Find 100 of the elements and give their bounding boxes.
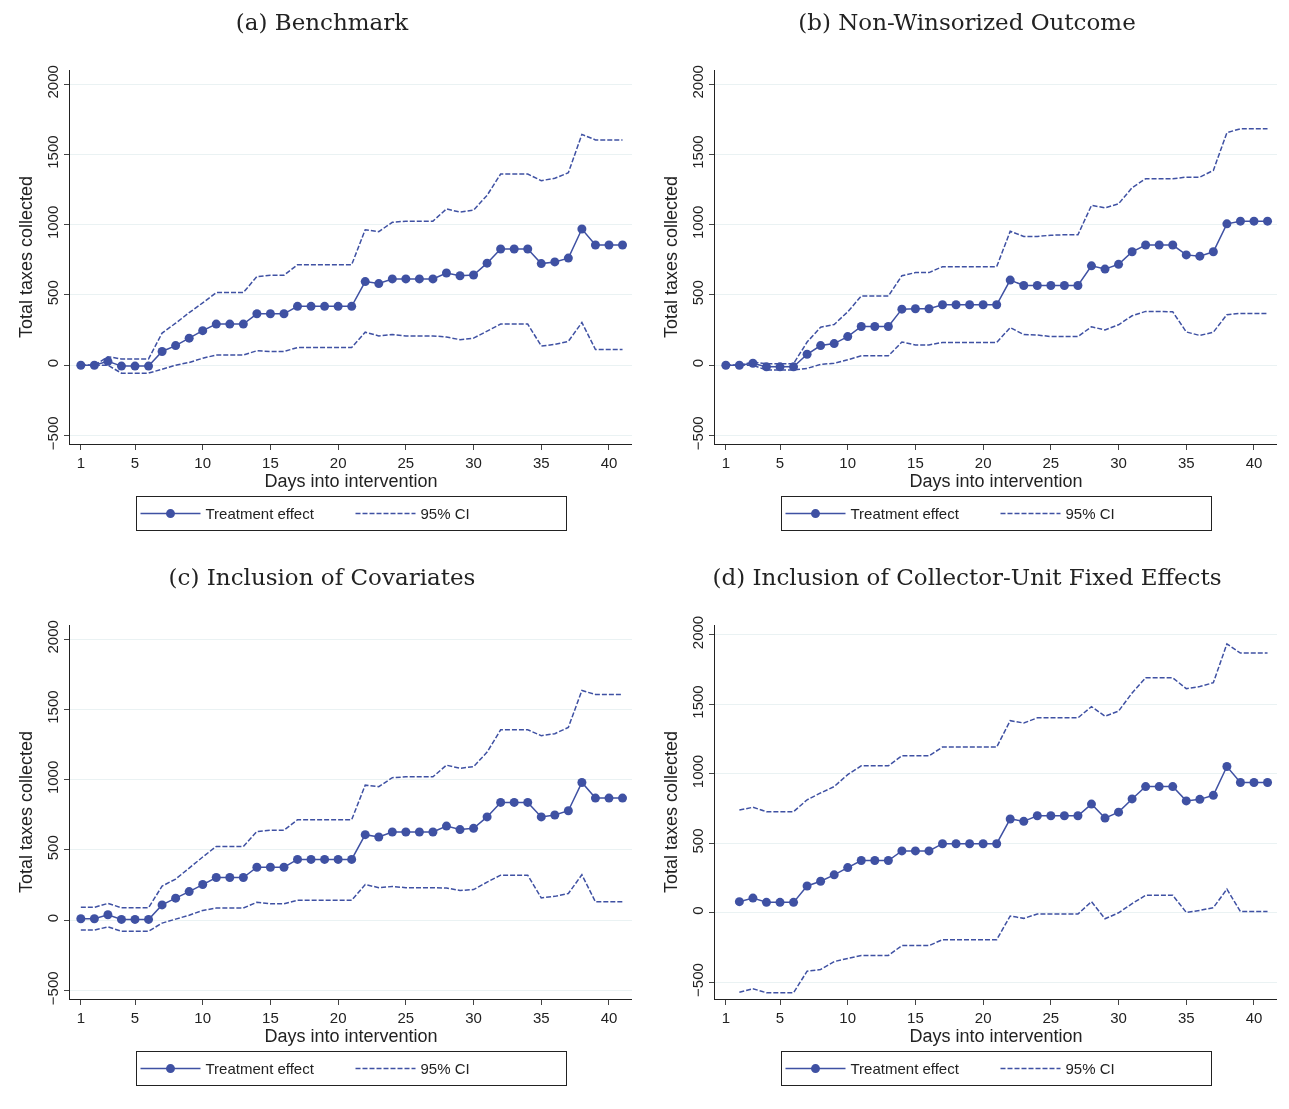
legend-label: 95% CI xyxy=(1065,505,1115,523)
point xyxy=(1032,811,1042,821)
point xyxy=(604,240,614,250)
point xyxy=(387,274,397,284)
point xyxy=(1046,811,1056,821)
point xyxy=(1059,281,1069,291)
point xyxy=(992,300,1002,310)
point xyxy=(496,797,506,807)
legend-label: Treatment effect xyxy=(205,505,315,523)
point xyxy=(509,797,519,807)
point xyxy=(938,300,948,310)
legend-label: Treatment effect xyxy=(850,1060,960,1078)
point xyxy=(563,253,573,263)
x-tick-label: 20 xyxy=(974,454,992,471)
point xyxy=(1168,240,1178,250)
x-tick-label: 20 xyxy=(974,1009,992,1026)
point xyxy=(536,812,546,822)
line-series xyxy=(80,689,624,909)
point xyxy=(293,301,303,311)
y-tick-label: 0 xyxy=(689,906,706,915)
point xyxy=(1073,281,1083,291)
point xyxy=(469,270,479,280)
point xyxy=(536,259,546,269)
x-tick-label: 15 xyxy=(262,454,279,471)
point xyxy=(333,301,343,311)
point xyxy=(482,258,492,268)
point xyxy=(211,319,221,329)
chart-title: (b) Non-Winsorized Outcome xyxy=(798,8,1136,35)
point xyxy=(225,873,235,883)
x-tick-label: 1 xyxy=(721,454,730,471)
point xyxy=(469,823,479,833)
point xyxy=(1154,782,1164,792)
y-tick-label: −500 xyxy=(689,416,706,451)
point xyxy=(116,914,126,924)
point xyxy=(320,301,330,311)
x-tick-label: 35 xyxy=(1177,1009,1195,1026)
point xyxy=(347,854,357,864)
point xyxy=(1235,778,1245,788)
legend-label: 95% CI xyxy=(420,1060,470,1078)
point xyxy=(523,797,533,807)
x-tick-label: 10 xyxy=(839,1009,857,1026)
x-tick-label: 10 xyxy=(194,454,212,471)
point xyxy=(992,839,1002,849)
point xyxy=(509,244,519,254)
point xyxy=(1046,281,1056,291)
point xyxy=(590,240,600,250)
point xyxy=(144,914,154,924)
point xyxy=(414,274,424,284)
point xyxy=(748,893,758,903)
point xyxy=(496,244,506,254)
point xyxy=(563,806,573,816)
y-axis-title: Total taxes collected xyxy=(16,730,37,894)
y-tick-label: 1500 xyxy=(689,135,706,169)
y-tick-label: 1500 xyxy=(689,685,706,719)
x-tick-label: 40 xyxy=(600,454,618,471)
x-tick-label: 1 xyxy=(76,454,85,471)
point xyxy=(1249,216,1259,226)
point xyxy=(144,361,154,371)
point xyxy=(130,361,140,371)
point xyxy=(103,910,113,920)
point xyxy=(401,827,411,837)
x-tick-label: 5 xyxy=(130,1009,140,1026)
point xyxy=(1141,782,1151,792)
x-tick-label: 10 xyxy=(839,454,857,471)
point xyxy=(441,821,451,831)
point xyxy=(856,321,866,331)
point xyxy=(951,300,961,310)
x-axis-title: Days into intervention xyxy=(264,471,438,491)
point xyxy=(816,341,826,351)
point xyxy=(360,277,370,287)
x-axis-title: Days into intervention xyxy=(909,471,1083,491)
point xyxy=(870,856,880,866)
point xyxy=(130,914,140,924)
point xyxy=(198,326,208,336)
point xyxy=(1114,807,1124,817)
point xyxy=(897,846,907,856)
point xyxy=(843,332,853,342)
x-axis-title: Days into intervention xyxy=(909,1026,1083,1046)
x-tick-label: 25 xyxy=(397,454,415,471)
point xyxy=(577,224,587,234)
point xyxy=(455,271,465,281)
y-tick-label: 1000 xyxy=(44,205,61,240)
point xyxy=(482,812,492,822)
point xyxy=(1263,778,1273,788)
x-tick-label: 30 xyxy=(465,454,482,471)
point xyxy=(721,360,731,370)
y-tick-label: 2000 xyxy=(44,65,61,99)
point xyxy=(89,914,99,924)
point xyxy=(761,897,771,907)
y-tick-label: 1500 xyxy=(44,135,61,169)
point xyxy=(897,304,907,314)
point xyxy=(1032,281,1042,291)
point xyxy=(789,897,799,907)
y-tick-label: 500 xyxy=(689,280,706,306)
y-tick-label: 500 xyxy=(44,280,61,306)
y-axis-title: Total taxes collected xyxy=(16,175,37,339)
point xyxy=(910,304,920,314)
point xyxy=(401,274,411,284)
x-tick-label: 40 xyxy=(1245,454,1263,471)
y-tick-label: 1000 xyxy=(689,205,706,240)
